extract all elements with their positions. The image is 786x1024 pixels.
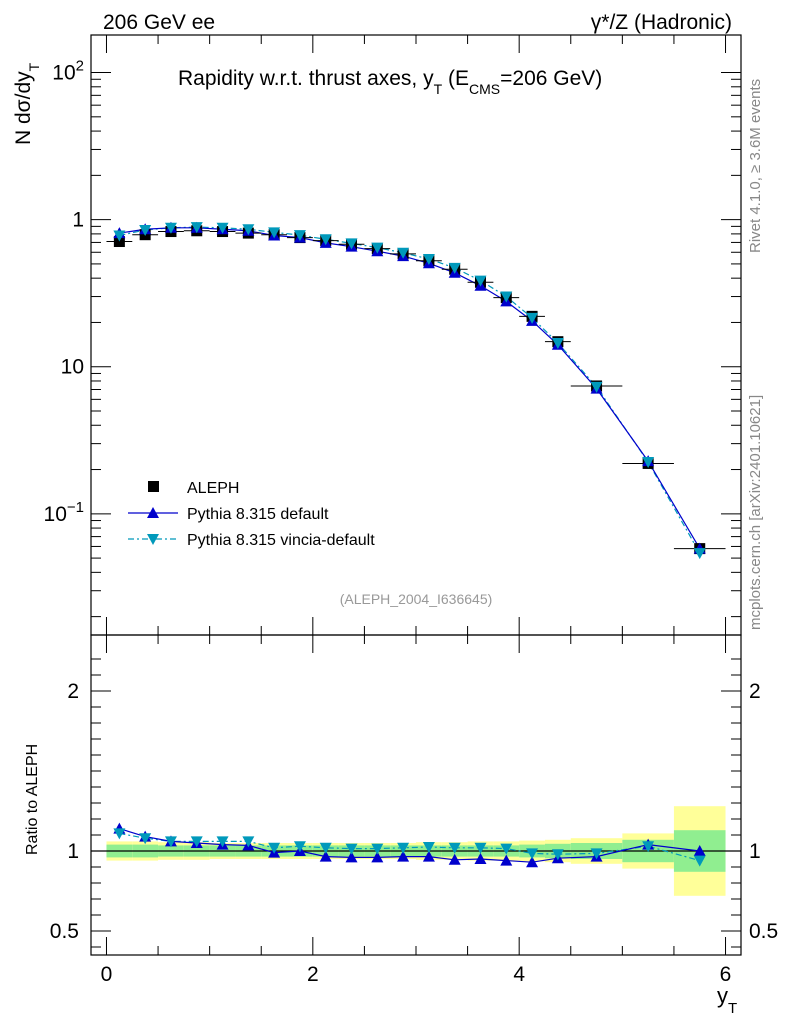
vincia-ratio-point <box>113 828 126 840</box>
vincia-point <box>500 291 513 303</box>
ratio-series <box>113 822 706 868</box>
y-tick-label: 1 <box>72 209 84 232</box>
legend: ALEPH Pythia 8.315 default Pythia 8.315 … <box>128 480 375 549</box>
vincia-point <box>268 227 281 239</box>
vincia-point <box>397 247 410 259</box>
vincia-ratio-point <box>590 848 603 860</box>
legend-label-vincia: Pythia 8.315 vincia-default <box>187 532 375 549</box>
aleph-point <box>113 236 125 248</box>
legend-label-default: Pythia 8.315 default <box>187 506 329 523</box>
vincia-point <box>242 224 255 236</box>
vincia-ratio-point <box>242 836 255 848</box>
vincia-point <box>319 234 332 246</box>
default-ratio-point <box>448 853 461 865</box>
legend-label-aleph: ALEPH <box>187 480 239 497</box>
header-right: γ*/Z (Hadronic) <box>591 11 732 34</box>
default-ratio-point <box>397 850 410 862</box>
vincia-ratio-point <box>526 848 539 860</box>
vincia-point <box>371 242 384 254</box>
vincia-ratio-point <box>371 843 384 855</box>
vincia-ratio-point <box>216 836 229 848</box>
vincia-point <box>551 337 564 349</box>
x-tick-label: 0 <box>101 963 113 986</box>
vincia-ratio-point <box>345 843 358 855</box>
vincia-ratio-point <box>448 842 461 854</box>
vincia-ratio-point <box>293 841 306 853</box>
vincia-ratio-point <box>474 842 487 854</box>
y-tick-label: 10−1 <box>44 499 84 526</box>
ratio-y-axis-label: Ratio to ALEPH <box>24 744 41 855</box>
legend-marker-aleph <box>148 481 159 492</box>
vincia-ratio-point <box>642 841 655 853</box>
default-ratio-point <box>474 853 487 864</box>
vincia-ratio-point <box>500 843 513 855</box>
x-tick-label: 4 <box>513 963 525 986</box>
vincia-point <box>693 548 706 560</box>
ratio-plot-frame <box>90 634 742 956</box>
vincia-point <box>526 312 539 324</box>
vincia-ratio-point <box>551 849 564 861</box>
default-ratio-point <box>422 850 435 862</box>
vincia-point <box>448 262 461 274</box>
vincia-ratio-point <box>268 842 281 854</box>
mcplots-label: mcplots.cern.ch [arXiv:2401.10621] <box>747 395 764 630</box>
vincia-point <box>216 222 229 234</box>
vincia-point <box>474 275 487 287</box>
vincia-point <box>164 222 177 234</box>
vincia-ratio-point <box>190 836 203 848</box>
vincia-ratio-point <box>397 842 410 854</box>
vincia-line <box>119 226 701 554</box>
default-ratio-point <box>371 851 384 863</box>
vincia-point <box>590 381 603 393</box>
vincia-point <box>642 457 655 469</box>
vincia-ratio-point <box>164 836 177 848</box>
ratio-tick-label: 0.5 <box>50 920 79 943</box>
vincia-ratio-point <box>139 833 152 845</box>
rivet-label: Rivet 4.1.0, ≥ 3.6M events <box>747 79 764 253</box>
default-ratio-point <box>319 850 332 862</box>
default-ratio-point <box>500 854 513 866</box>
default-line <box>119 227 701 549</box>
legend-marker-vincia <box>147 534 159 545</box>
ratio-tick-label-right: 2 <box>749 680 761 703</box>
vincia-ratio-point <box>422 842 435 853</box>
vincia-point <box>293 230 306 242</box>
legend-marker-default <box>147 507 159 518</box>
ratio-tick-label-right: 0.5 <box>749 920 778 943</box>
header-left: 206 GeV ee <box>103 11 215 34</box>
vincia-point <box>422 253 435 265</box>
x-tick-label: 2 <box>307 963 319 986</box>
ratio-tick-label: 1 <box>67 840 79 863</box>
y-tick-label: 102 <box>52 58 84 85</box>
ratio-tick-label: 2 <box>67 680 79 703</box>
default-ratio-point <box>345 851 358 863</box>
vincia-ratio-point <box>319 842 332 854</box>
x-axis-label: yT <box>717 983 737 1017</box>
y-axis-label: N dσ/dyT <box>12 62 42 145</box>
vincia-ratio-point <box>693 855 706 867</box>
axes-ticks: 0 2 4 6 102 1 10 10−1 2 2 1 1 0.5 0.5 <box>44 35 778 986</box>
plot-title: Rapidity w.r.t. thrust axes, yT (ECMS=20… <box>178 67 602 97</box>
analysis-id: (ALEPH_2004_I636645) <box>340 591 493 607</box>
vincia-point <box>139 225 152 237</box>
ratio-tick-label-right: 1 <box>749 840 761 863</box>
vincia-point <box>345 238 358 250</box>
vincia-point <box>113 230 126 242</box>
vincia-point <box>190 222 203 234</box>
default-ratio-point <box>526 856 539 868</box>
vincia-ratio-line <box>119 832 700 862</box>
default-ratio-point <box>693 845 706 856</box>
y-tick-label: 10 <box>61 356 84 379</box>
x-tick-label: 6 <box>720 963 732 986</box>
main-series <box>106 221 726 560</box>
